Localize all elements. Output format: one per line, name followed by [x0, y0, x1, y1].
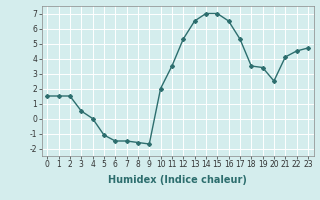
X-axis label: Humidex (Indice chaleur): Humidex (Indice chaleur): [108, 175, 247, 185]
